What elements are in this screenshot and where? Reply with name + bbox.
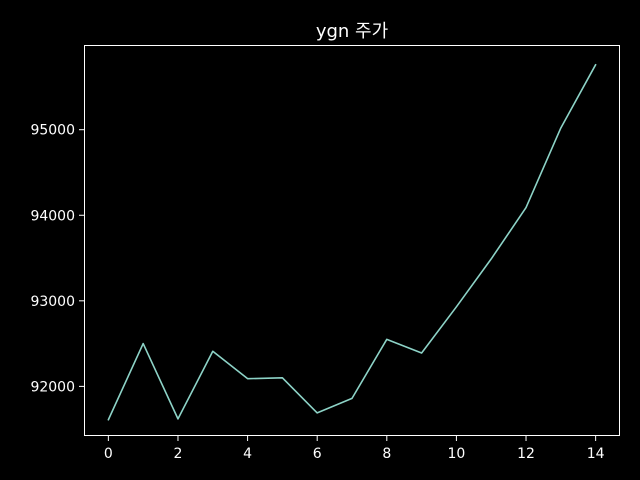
series-line — [107, 63, 597, 421]
x-tick-label: 4 — [243, 446, 252, 462]
chart-title: ygn 주가 — [316, 21, 388, 42]
y-tick-label: 95000 — [30, 123, 75, 139]
x-tick-label: 8 — [382, 446, 391, 462]
x-tick-label: 14 — [587, 446, 605, 462]
y-tick-label: 93000 — [30, 294, 75, 310]
x-tick-label: 6 — [313, 446, 322, 462]
series-layer — [107, 63, 597, 421]
y-tick-label: 92000 — [30, 379, 75, 395]
x-axis: 0 2 4 6 8 10 12 14 — [104, 436, 605, 462]
x-tick-label: 10 — [448, 446, 466, 462]
x-tick-label: 12 — [517, 446, 535, 462]
y-axis: 92000 93000 94000 95000 — [30, 123, 84, 395]
x-tick-label: 0 — [104, 446, 113, 462]
plot-frame — [84, 45, 620, 436]
y-tick-label: 94000 — [30, 208, 75, 224]
x-tick-label: 2 — [174, 446, 183, 462]
